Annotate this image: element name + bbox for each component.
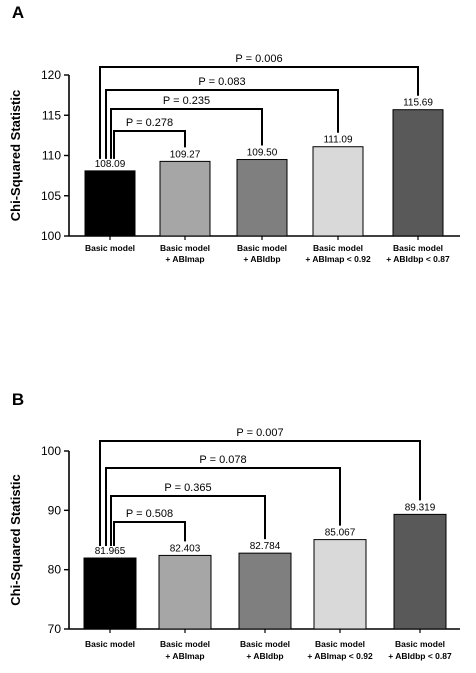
bar-value-label: 89.319	[405, 502, 436, 513]
panel-label: A	[12, 3, 24, 22]
category-label: Basic model	[85, 243, 135, 253]
y-tick-label: 105	[41, 189, 61, 203]
category-label: Basic model	[313, 243, 363, 253]
category-label: Basic model	[160, 243, 210, 253]
category-label: Basic model	[160, 639, 210, 649]
category-label: + ABImap < 0.92	[305, 254, 371, 264]
y-tick-label: 70	[48, 622, 62, 636]
bar	[392, 109, 444, 237]
bar	[159, 160, 211, 237]
bar	[238, 552, 292, 630]
category-label: Basic model	[393, 243, 443, 253]
comparison-bracket	[113, 521, 186, 547]
category-label: + ABImap < 0.92	[307, 651, 373, 661]
y-tick-label: 115	[42, 108, 61, 122]
category-label: + ABIdbp	[243, 254, 280, 264]
comparison-bracket	[99, 66, 419, 159]
y-tick-label: 120	[41, 68, 61, 82]
y-tick-label: 90	[48, 503, 62, 517]
bar	[393, 513, 447, 630]
p-value-label: P = 0.006	[235, 53, 282, 65]
category-label: + ABIdbp < 0.87	[386, 254, 450, 264]
p-value-label: P = 0.365	[164, 482, 211, 494]
bar	[312, 146, 364, 237]
p-value-label: P = 0.007	[236, 427, 283, 439]
p-value-label: P = 0.078	[199, 454, 246, 466]
bar-value-label: 111.09	[323, 135, 353, 146]
comparison-bracket	[113, 130, 186, 159]
category-label: + ABIdbp < 0.87	[388, 651, 452, 661]
y-axis-title: Chi-Squared Statistic	[8, 90, 23, 221]
panel-label: B	[12, 390, 24, 409]
p-value-label: P = 0.235	[163, 95, 210, 107]
bar-value-label: 85.067	[325, 528, 356, 539]
bar-value-label: 82.403	[170, 543, 201, 554]
category-label: + ABImap	[165, 651, 204, 661]
y-axis-title: Chi-Squared Statistic	[8, 474, 23, 605]
bar-value-label: 115.69	[403, 98, 433, 109]
y-tick-label: 80	[48, 563, 62, 577]
bar-value-label: 82.784	[250, 541, 281, 552]
bar	[83, 557, 137, 630]
bar-value-label: 109.50	[247, 148, 278, 159]
y-tick-label: 100	[41, 444, 61, 458]
category-label: Basic model	[240, 639, 290, 649]
bar	[236, 159, 288, 237]
category-label: + ABImap	[165, 254, 204, 264]
category-label: + ABIdbp	[246, 651, 283, 661]
category-label: Basic model	[237, 243, 287, 253]
category-label: Basic model	[395, 639, 445, 649]
bar	[84, 170, 136, 237]
comparison-bracket	[99, 440, 421, 547]
bar-value-label: 109.27	[170, 149, 201, 160]
comparison-bracket	[110, 108, 263, 159]
comparison-bracket	[110, 495, 266, 547]
category-label: Basic model	[85, 639, 135, 649]
bar-value-label: 108.09	[95, 159, 126, 170]
bar	[313, 539, 367, 630]
bar-value-label: 81.965	[95, 546, 126, 557]
comparison-bracket	[105, 467, 341, 547]
comparison-bracket	[105, 89, 339, 159]
category-label: Basic model	[315, 639, 365, 649]
p-value-label: P = 0.278	[126, 117, 173, 129]
y-tick-label: 100	[41, 229, 61, 243]
p-value-label: P = 0.508	[126, 508, 173, 520]
y-tick-label: 110	[42, 149, 61, 163]
p-value-label: P = 0.083	[198, 76, 245, 88]
bar	[158, 554, 212, 630]
